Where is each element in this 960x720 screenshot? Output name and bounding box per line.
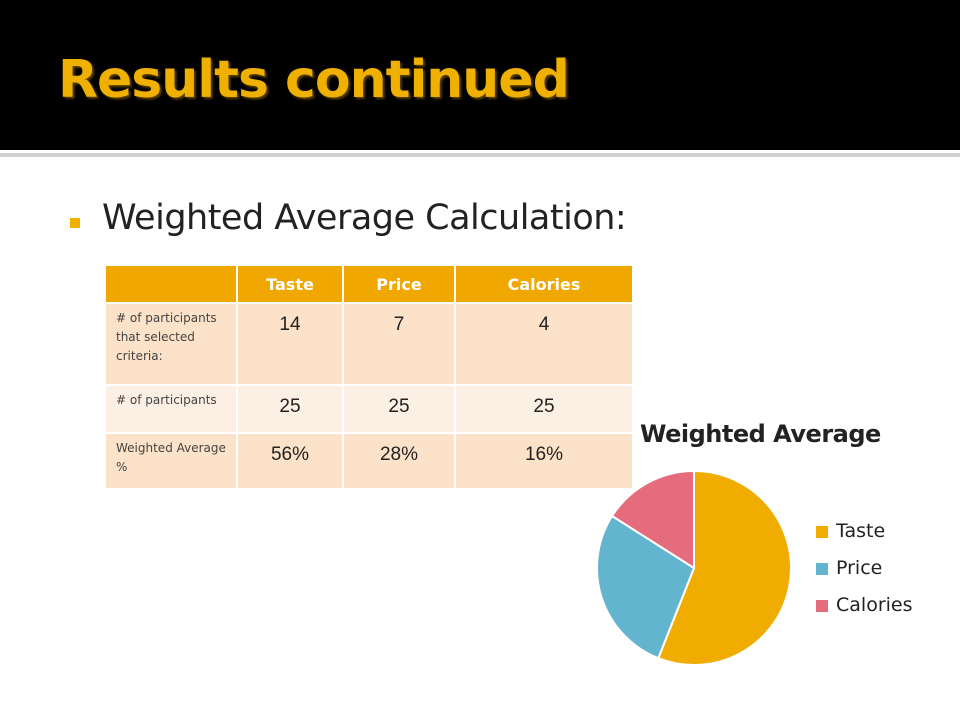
title-divider-gap bbox=[0, 150, 960, 153]
cell-value: 25 bbox=[342, 384, 456, 434]
row-label-selected: # of participants that selected criteria… bbox=[104, 302, 238, 386]
table-row: # of participants 25 25 25 bbox=[104, 384, 634, 434]
cell-value: 25 bbox=[236, 384, 344, 434]
results-table: Taste Price Calories # of participants t… bbox=[104, 264, 634, 490]
legend-label: Calories bbox=[836, 594, 913, 616]
legend-swatch bbox=[816, 526, 828, 538]
legend-swatch bbox=[816, 563, 828, 575]
bullet-square-icon bbox=[70, 218, 80, 228]
legend-label: Price bbox=[836, 557, 883, 579]
chart-title: Weighted Average bbox=[640, 420, 881, 448]
cell-value: 28% bbox=[342, 432, 456, 490]
table-header-row: Taste Price Calories bbox=[104, 264, 634, 304]
row-label-participants: # of participants bbox=[104, 384, 238, 434]
table-row: Weighted Average % 56% 28% 16% bbox=[104, 432, 634, 490]
slide-title: Results continued bbox=[58, 50, 570, 110]
table-header-calories: Calories bbox=[454, 264, 634, 304]
pie-slice-price bbox=[596, 514, 696, 660]
cell-value: 14 bbox=[236, 302, 344, 386]
cell-value: 25 bbox=[454, 384, 634, 434]
cell-value: 16% bbox=[454, 432, 634, 490]
bullet-text: Weighted Average Calculation: bbox=[102, 198, 627, 238]
pie-slice-calories bbox=[610, 469, 695, 570]
cell-value: 4 bbox=[454, 302, 634, 386]
cell-value: 7 bbox=[342, 302, 456, 386]
title-divider bbox=[0, 153, 960, 157]
table-header-taste: Taste bbox=[236, 264, 344, 304]
table-header-empty bbox=[104, 264, 238, 304]
legend-swatch bbox=[816, 600, 828, 612]
legend-label: Taste bbox=[836, 520, 886, 542]
pie-slice-taste bbox=[656, 469, 792, 666]
row-label-weighted: Weighted Average % bbox=[104, 432, 238, 490]
table-header-price: Price bbox=[342, 264, 456, 304]
cell-value: 56% bbox=[236, 432, 344, 490]
pie-slices bbox=[596, 469, 792, 666]
table-row: # of participants that selected criteria… bbox=[104, 302, 634, 386]
title-bar bbox=[0, 0, 960, 150]
